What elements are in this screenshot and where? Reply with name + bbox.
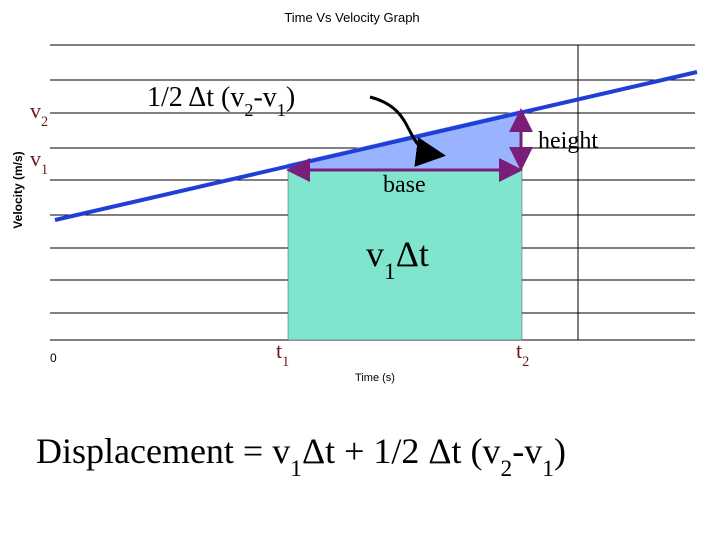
t2-label: t2 <box>516 338 529 370</box>
text-part: ) <box>286 82 295 113</box>
text-part: Δt <box>396 234 429 274</box>
text-part: ) <box>554 431 566 471</box>
text-part: height <box>538 128 598 154</box>
subscript: 2 <box>41 114 48 130</box>
subscript: 1 <box>282 354 289 370</box>
subscript: 2 <box>522 354 529 370</box>
triangle-formula: 1/2 Δt (v2-v1) <box>147 82 295 120</box>
text-part: v <box>366 234 384 274</box>
base-label: base <box>383 172 426 198</box>
velocity-line <box>54 70 698 222</box>
title: Time Vs Velocity Graph <box>284 10 419 25</box>
text-part: Δt + 1/2 Δt (v <box>302 431 501 471</box>
height-label: height <box>538 128 598 154</box>
subscript: 2 <box>244 100 253 120</box>
v1-label: v1 <box>30 146 48 178</box>
text-part: base <box>383 172 426 198</box>
rectangle-area <box>287 167 523 341</box>
subscript: 1 <box>41 162 48 178</box>
subscript: 1 <box>384 259 396 285</box>
text-part: v <box>30 146 41 171</box>
text-part: t <box>516 338 522 363</box>
text-part: 1/2 Δt (v <box>147 82 244 113</box>
text-part: t <box>276 338 282 363</box>
subscript: 1 <box>542 456 554 482</box>
text-part: -v <box>512 431 542 471</box>
text-part: v <box>30 98 41 123</box>
subscript: 1 <box>290 456 302 482</box>
t1-label: t1 <box>276 338 289 370</box>
y-axis-label: Velocity (m/s) <box>11 151 25 228</box>
v2-label: v2 <box>30 98 48 130</box>
x-axis-label: Time (s) <box>355 372 395 384</box>
text-part: -v <box>253 82 276 113</box>
subscript: 1 <box>277 100 286 120</box>
rectangle-formula: v1Δt <box>366 234 429 285</box>
pointer-arrow <box>369 95 446 167</box>
text-part: Displacement = v <box>36 431 290 471</box>
origin-label: 0 <box>50 351 57 365</box>
subscript: 2 <box>501 456 513 482</box>
equation: Displacement = v1Δt + 1/2 Δt (v2-v1) <box>36 431 566 482</box>
